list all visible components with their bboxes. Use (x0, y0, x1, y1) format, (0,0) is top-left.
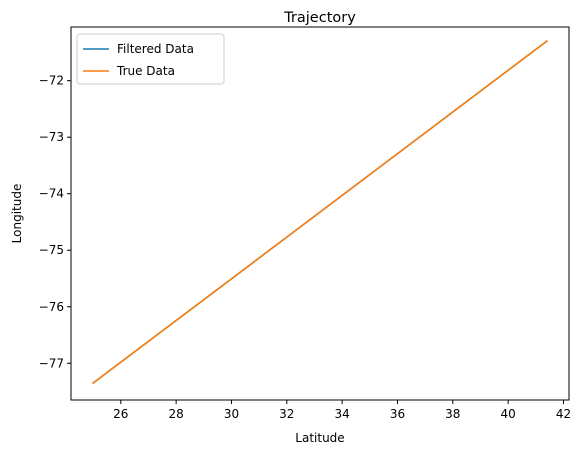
x-tick-label: 36 (390, 407, 405, 421)
y-tick-label: −72 (39, 74, 64, 88)
x-tick-label: 32 (279, 407, 294, 421)
legend: Filtered Data True Data (76, 33, 225, 85)
y-tick-label: −77 (39, 356, 64, 370)
x-tick-label: 34 (334, 407, 349, 421)
legend-label: True Data (116, 64, 175, 78)
y-tick-label: −76 (39, 300, 64, 314)
x-tick-label: 30 (224, 407, 239, 421)
x-tick-label: 28 (168, 407, 183, 421)
chart-title: Trajectory (283, 10, 356, 26)
x-tick-label: 42 (556, 407, 571, 421)
y-tick-label: −73 (39, 130, 64, 144)
y-axis: −77 −76 −75 −74 −73 −72 (39, 74, 71, 370)
x-tick-label: 40 (500, 407, 515, 421)
x-tick-label: 38 (445, 407, 460, 421)
x-axis-label: Latitude (295, 431, 344, 445)
series-line-2 (92, 40, 548, 385)
legend-box (76, 33, 225, 85)
x-tick-label: 26 (113, 407, 128, 421)
y-tick-label: −74 (39, 187, 64, 201)
axes-frame (70, 26, 570, 401)
y-tick-label: −75 (39, 243, 64, 257)
plot-area (92, 40, 548, 385)
legend-label: Filtered Data (117, 42, 194, 56)
x-axis: 26 28 30 32 34 36 38 40 42 (113, 400, 571, 421)
y-axis-label: Longitude (10, 184, 24, 244)
